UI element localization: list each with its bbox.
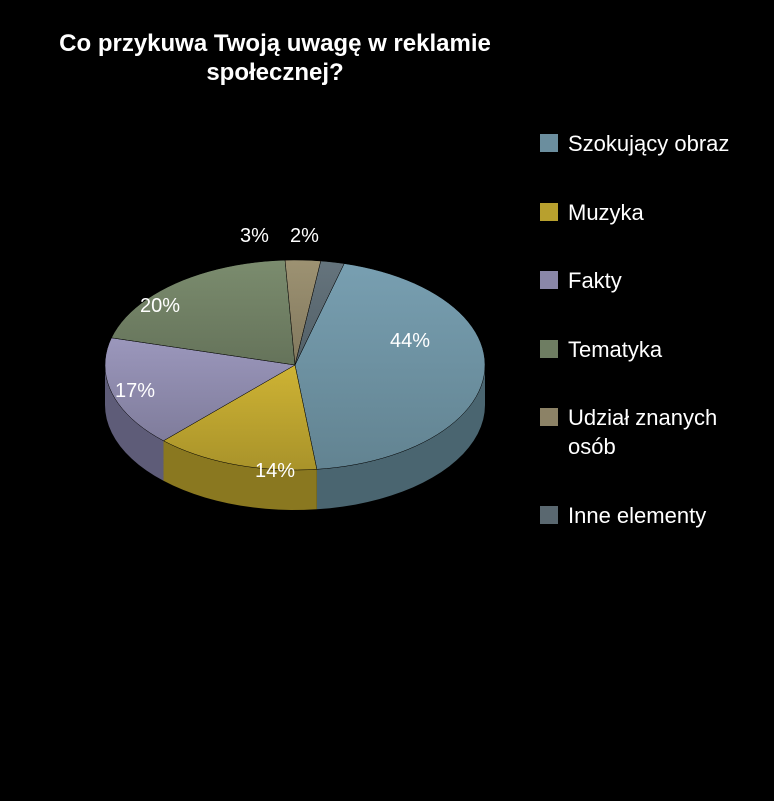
legend-label: Muzyka: [568, 199, 644, 228]
chart-container: Co przykuwa Twoją uwagę w reklamie społe…: [0, 0, 774, 801]
slice-percent-label: 17%: [115, 380, 155, 403]
legend-label: Udział znanych osób: [568, 404, 760, 461]
chart-legend: Szokujący obraz Muzyka Fakty Tematyka Udział…: [540, 130, 760, 570]
legend-label: Fakty: [568, 267, 622, 296]
slice-percent-label: 44%: [390, 330, 430, 353]
legend-item: Udział znanych osób: [540, 404, 760, 461]
legend-swatch: [540, 408, 558, 426]
legend-item: Tematyka: [540, 336, 760, 365]
legend-item: Inne elementy: [540, 502, 760, 531]
chart-title: Co przykuwa Twoją uwagę w reklamie społe…: [0, 30, 550, 88]
slice-percent-label: 2%: [290, 225, 319, 248]
slice-percent-label: 3%: [240, 225, 269, 248]
legend-label: Szokujący obraz: [568, 130, 729, 159]
legend-swatch: [540, 134, 558, 152]
legend-swatch: [540, 271, 558, 289]
slice-percent-label: 14%: [255, 460, 295, 483]
legend-item: Szokujący obraz: [540, 130, 760, 159]
pie-chart-area: 44% 14% 17% 20% 3% 2%: [60, 200, 530, 600]
legend-swatch: [540, 203, 558, 221]
legend-label: Tematyka: [568, 336, 662, 365]
legend-item: Muzyka: [540, 199, 760, 228]
slice-percent-label: 20%: [140, 295, 180, 318]
legend-item: Fakty: [540, 267, 760, 296]
legend-label: Inne elementy: [568, 502, 706, 531]
legend-swatch: [540, 506, 558, 524]
legend-swatch: [540, 340, 558, 358]
